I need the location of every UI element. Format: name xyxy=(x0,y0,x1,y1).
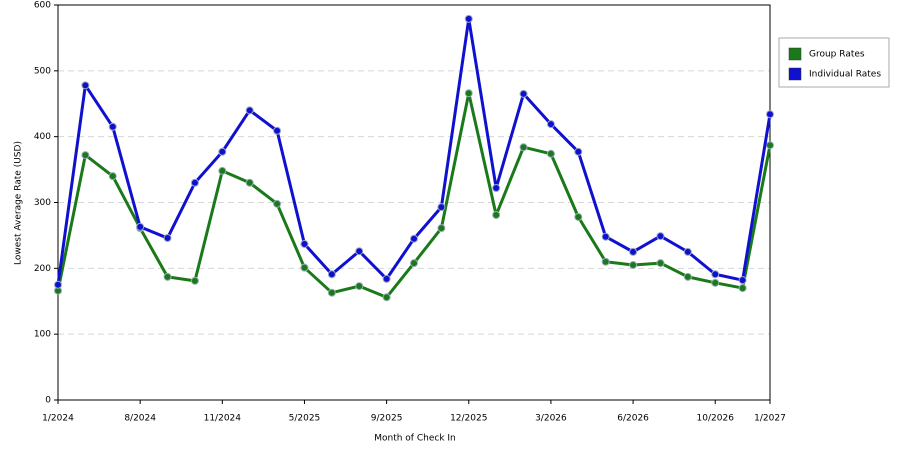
data-point xyxy=(273,199,282,208)
x-tick-label: 3/2026 xyxy=(535,414,567,424)
data-point xyxy=(683,247,692,256)
x-tick-label: 1/2027 xyxy=(754,414,786,424)
data-point xyxy=(245,106,254,115)
x-tick-label: 10/2026 xyxy=(697,414,735,424)
data-point xyxy=(492,211,501,220)
data-point xyxy=(410,234,418,243)
data-point xyxy=(711,270,720,279)
data-point xyxy=(355,282,364,291)
data-point xyxy=(519,143,528,152)
data-point xyxy=(327,288,336,297)
data-point xyxy=(546,120,555,129)
data-point xyxy=(437,224,446,233)
x-tick-label: 1/2024 xyxy=(42,414,74,424)
data-point xyxy=(54,280,62,289)
series-line xyxy=(56,17,772,285)
data-point xyxy=(738,284,747,293)
data-point xyxy=(574,212,583,221)
y-tick-label: 500 xyxy=(34,66,51,76)
data-point xyxy=(766,110,774,119)
data-point xyxy=(81,151,90,160)
data-point xyxy=(300,263,309,272)
data-point xyxy=(546,149,555,158)
y-tick-label: 200 xyxy=(34,264,51,274)
y-tick-label: 100 xyxy=(34,330,51,340)
data-point xyxy=(245,178,254,187)
data-point xyxy=(464,14,473,23)
data-point xyxy=(574,147,583,156)
data-point xyxy=(108,122,117,131)
data-point xyxy=(108,172,117,181)
data-point xyxy=(601,257,610,266)
data-point xyxy=(163,234,172,243)
y-tick-label: 600 xyxy=(34,1,51,11)
legend-swatch xyxy=(788,47,802,61)
y-tick-label: 300 xyxy=(34,198,51,208)
data-point xyxy=(327,270,336,279)
data-point xyxy=(190,276,199,285)
x-axis-label: Month of Check In xyxy=(374,434,456,444)
x-tick-label: 9/2025 xyxy=(371,414,403,424)
data-point xyxy=(464,89,473,98)
data-point xyxy=(81,81,90,90)
data-point xyxy=(273,126,282,135)
x-tick-label: 12/2025 xyxy=(450,414,487,424)
data-point xyxy=(656,232,665,241)
data-point xyxy=(355,247,364,256)
data-point xyxy=(218,147,227,156)
data-point xyxy=(766,141,774,150)
data-point xyxy=(601,232,610,241)
data-point xyxy=(190,178,199,187)
data-point xyxy=(656,259,665,268)
data-point xyxy=(492,184,501,193)
plot-frame xyxy=(57,4,771,401)
y-tick-label: 0 xyxy=(45,396,51,406)
legend-label: Individual Rates xyxy=(809,70,881,80)
y-tick-label: 400 xyxy=(34,132,51,142)
data-point xyxy=(519,89,528,98)
data-point xyxy=(738,276,747,285)
x-tick-label: 8/2024 xyxy=(124,414,156,424)
data-point xyxy=(711,278,720,287)
y-axis-label: Lowest Average Rate (USD) xyxy=(14,141,24,265)
data-point xyxy=(382,293,391,302)
data-point xyxy=(218,166,227,175)
x-tick-label: 5/2025 xyxy=(289,414,321,424)
x-tick-label: 6/2026 xyxy=(617,414,649,424)
data-point xyxy=(629,247,638,256)
data-point xyxy=(410,259,418,268)
legend-swatch xyxy=(788,67,802,81)
data-point xyxy=(136,222,145,231)
x-tick-label: 11/2024 xyxy=(204,414,242,424)
data-point xyxy=(683,272,692,281)
data-point xyxy=(629,261,638,270)
data-point xyxy=(163,272,172,281)
data-point xyxy=(382,274,391,283)
legend-label: Group Rates xyxy=(809,50,865,60)
data-point xyxy=(300,239,309,248)
data-point xyxy=(437,203,446,212)
